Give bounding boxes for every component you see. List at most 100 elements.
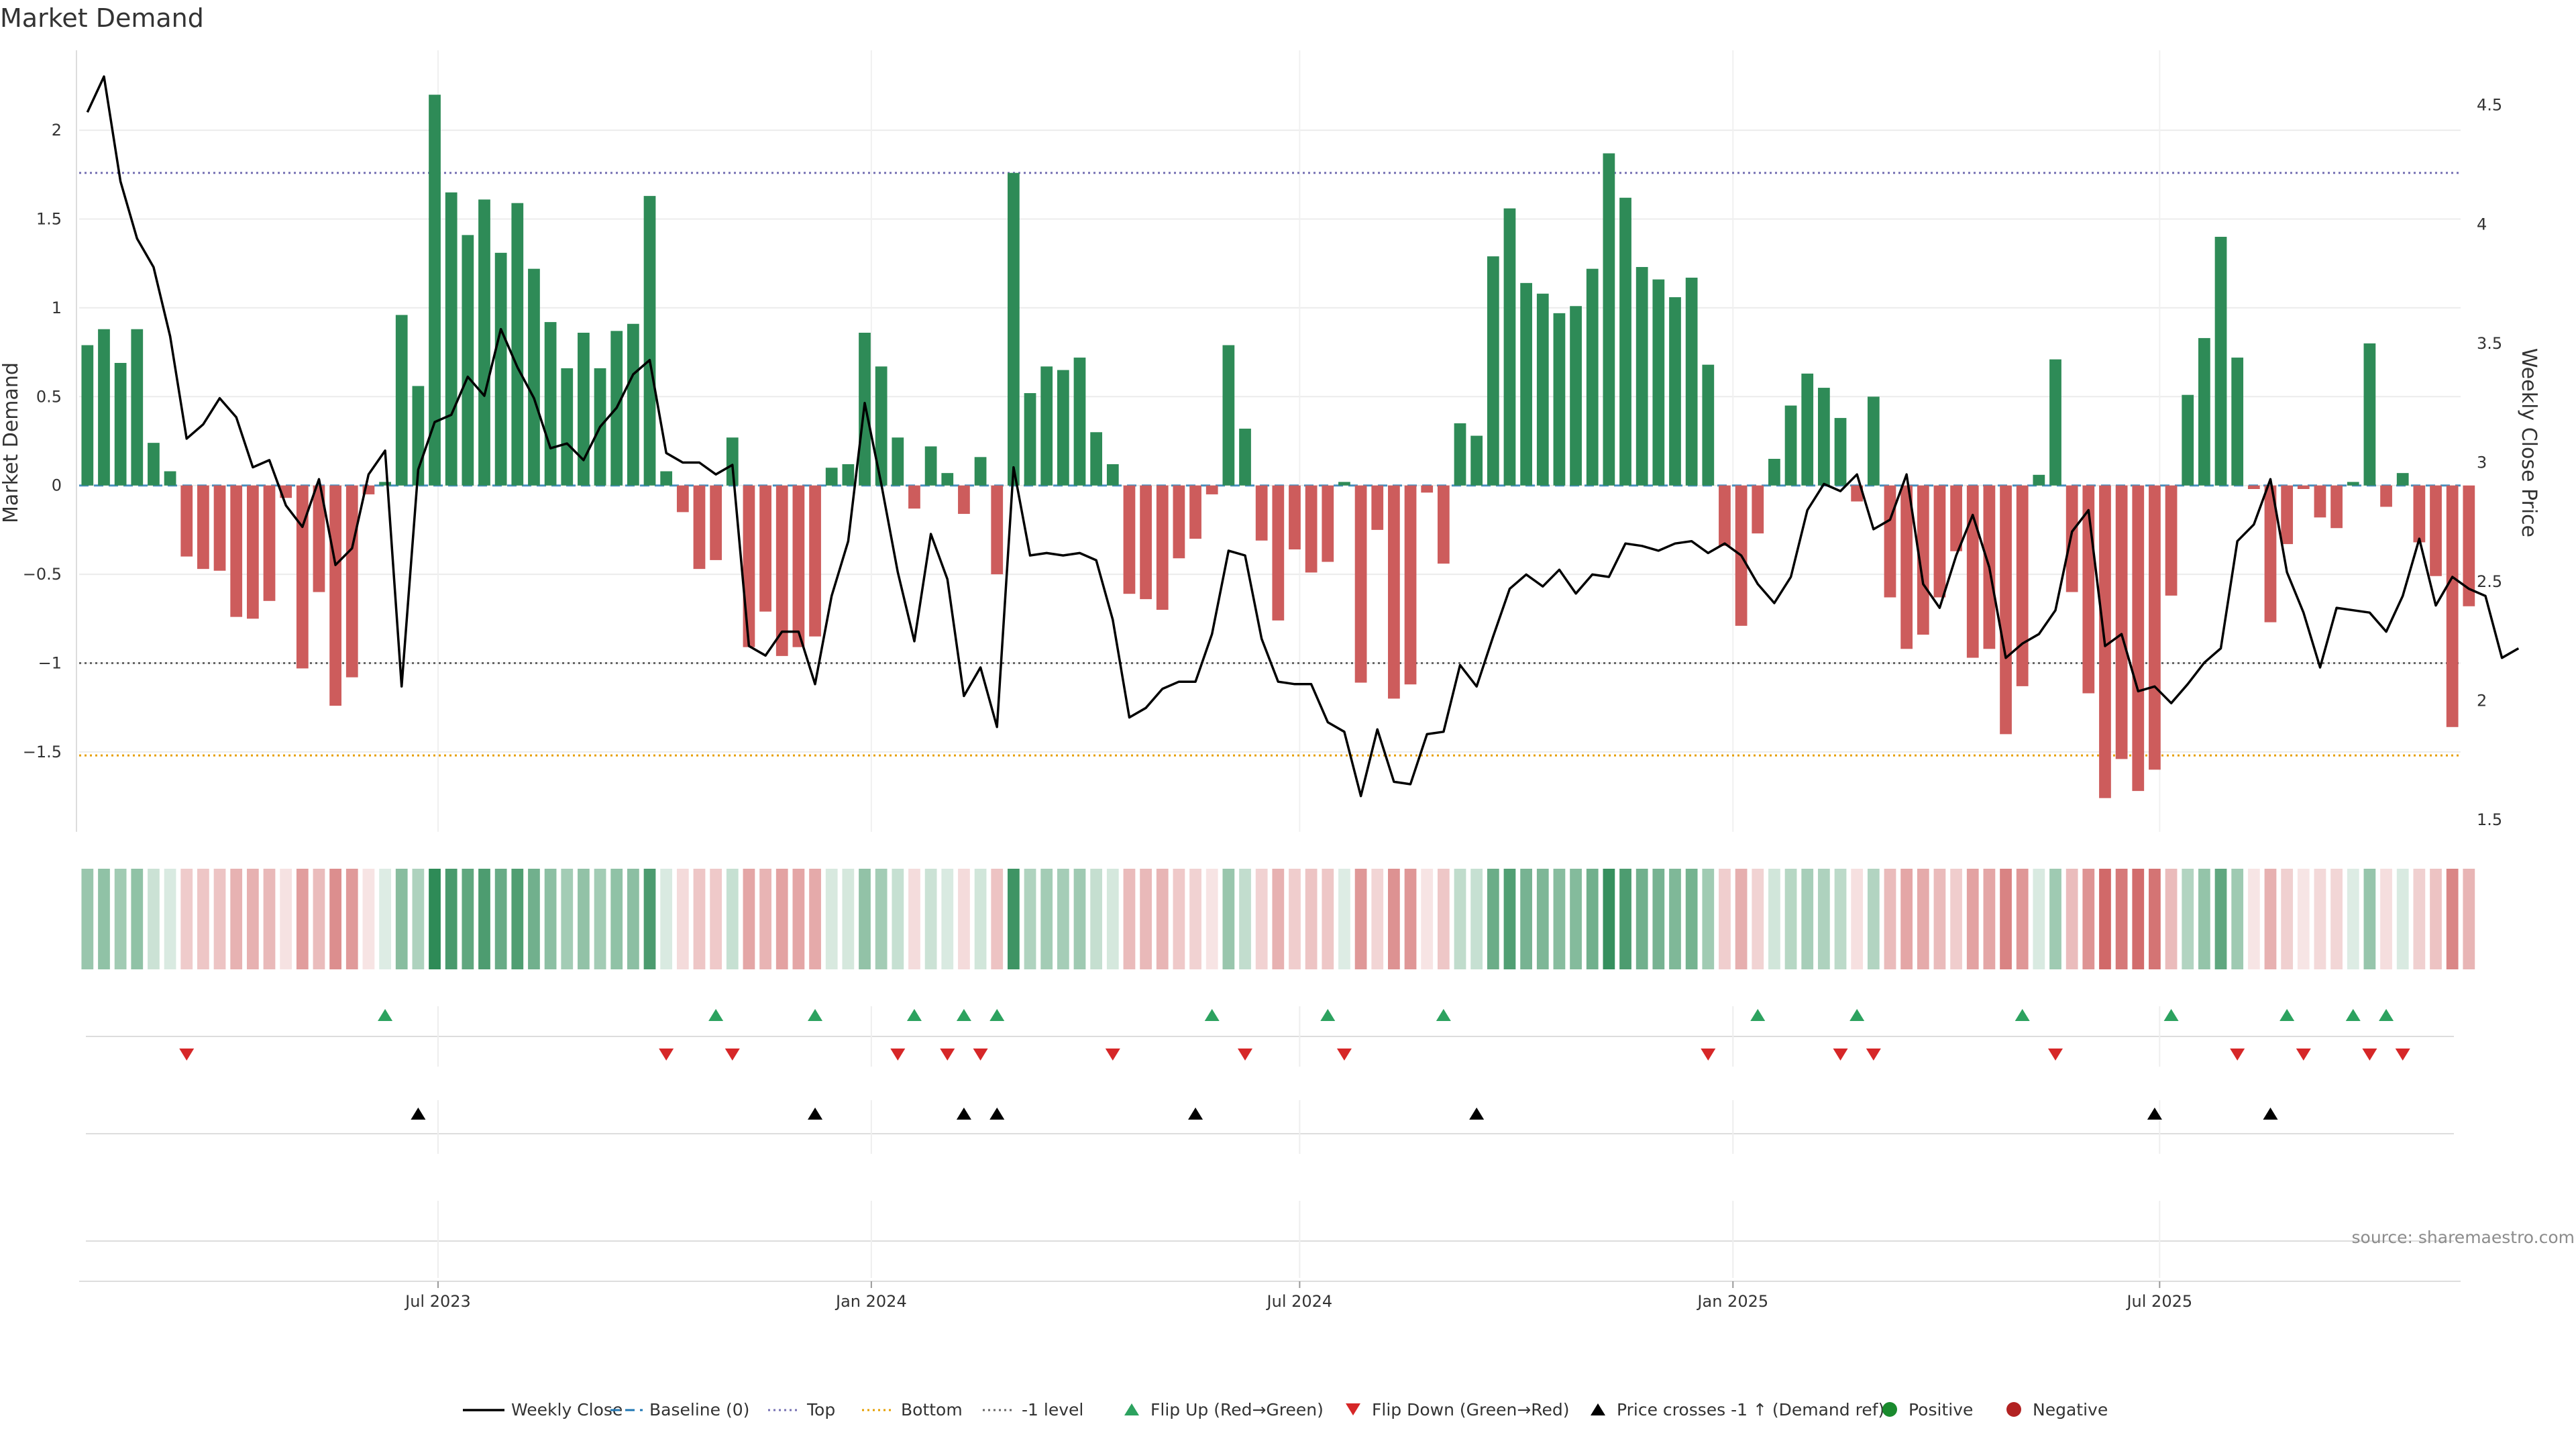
heatstrip-cell bbox=[114, 869, 127, 969]
demand-bar bbox=[1619, 197, 1631, 486]
legend-label: Price crosses -1 ↑ (Demand ref) bbox=[1617, 1400, 1884, 1419]
demand-bar bbox=[2149, 485, 2161, 770]
x-tick-label: Jul 2023 bbox=[404, 1292, 471, 1311]
demand-bar bbox=[2231, 358, 2244, 486]
heatstrip-cell bbox=[643, 869, 656, 969]
heatstrip-cell bbox=[478, 869, 490, 969]
demand-bar bbox=[842, 464, 855, 486]
legend-item: Top bbox=[768, 1400, 835, 1419]
demand-bar bbox=[1090, 432, 1103, 486]
heatstrip-cell bbox=[809, 869, 821, 969]
heatstrip-cell bbox=[1140, 869, 1152, 969]
demand-bar bbox=[2016, 485, 2029, 686]
legend-item: Flip Up (Red→Green) bbox=[1124, 1400, 1324, 1419]
legend-item: Baseline (0) bbox=[610, 1400, 749, 1419]
heatstrip-cell bbox=[1272, 869, 1285, 969]
demand-bar bbox=[494, 252, 507, 486]
demand-bar bbox=[197, 485, 209, 570]
flip-up-marker bbox=[1320, 1009, 1336, 1021]
price-cross-marker bbox=[989, 1108, 1005, 1120]
legend-item: -1 level bbox=[983, 1400, 1083, 1419]
heatstrip-cell bbox=[1752, 869, 1764, 969]
heatstrip-cell bbox=[1884, 869, 1896, 969]
heatstrip-cell bbox=[2231, 869, 2244, 969]
heatstrip-cell bbox=[2182, 869, 2194, 969]
demand-bar bbox=[2182, 394, 2194, 486]
demand-bar bbox=[1073, 358, 1086, 486]
demand-bar bbox=[1950, 485, 1962, 551]
heatstrip-cell bbox=[594, 869, 606, 969]
legend-swatch bbox=[1882, 1402, 1897, 1417]
demand-bar bbox=[511, 203, 524, 486]
heatstrip-cell bbox=[561, 869, 574, 969]
heatstrip-cell bbox=[2380, 869, 2392, 969]
heatstrip-cell bbox=[2330, 869, 2343, 969]
heatstrip-cell bbox=[825, 869, 838, 969]
demand-bar bbox=[2396, 473, 2409, 486]
heatstrip-cell bbox=[2396, 869, 2409, 969]
demand-bar bbox=[1784, 405, 1797, 486]
heatstrip-cell bbox=[578, 869, 590, 969]
demand-bar bbox=[1487, 256, 1499, 486]
demand-bar bbox=[1536, 293, 1549, 486]
demand-bar bbox=[2198, 337, 2210, 486]
price-layer bbox=[86, 75, 2520, 798]
heatstrip-cell bbox=[2430, 869, 2442, 969]
demand-bar bbox=[792, 485, 805, 647]
heatstrip-cell bbox=[1851, 869, 1864, 969]
price-cross-panel bbox=[86, 1100, 2454, 1154]
legend-label: Baseline (0) bbox=[649, 1400, 749, 1419]
flip-down-marker bbox=[179, 1049, 195, 1061]
demand-bar bbox=[875, 366, 888, 486]
heatstrip-cell bbox=[213, 869, 226, 969]
demand-bar bbox=[544, 322, 557, 486]
heatstrip-cell bbox=[892, 869, 904, 969]
legend-swatch bbox=[2006, 1402, 2021, 1417]
price-cross-marker bbox=[1188, 1108, 1203, 1120]
right-axis-title: Weekly Close Price bbox=[2517, 348, 2540, 537]
flip-up-marker bbox=[2345, 1009, 2361, 1021]
heatstrip-cell bbox=[792, 869, 805, 969]
heatstrip-cell bbox=[1173, 869, 1185, 969]
heatstrip-cell bbox=[2247, 869, 2260, 969]
flip-up-marker bbox=[1436, 1009, 1451, 1021]
heatstrip-cell bbox=[842, 869, 855, 969]
heatstrip-cell bbox=[759, 869, 771, 969]
left-tick-label: 1.5 bbox=[36, 210, 62, 229]
heatstrip-cell bbox=[1520, 869, 1532, 969]
demand-bar bbox=[1388, 485, 1400, 699]
demand-bar bbox=[1652, 279, 1665, 486]
heatstrip-cell bbox=[726, 869, 739, 969]
demand-bar bbox=[395, 315, 408, 486]
price-cross-marker bbox=[1469, 1108, 1485, 1120]
legend-swatch bbox=[1591, 1403, 1605, 1415]
demand-bar bbox=[2430, 485, 2442, 576]
heatstrip-cell bbox=[395, 869, 408, 969]
left-tick-label: 2 bbox=[52, 121, 62, 140]
heatstrip-cell bbox=[1338, 869, 1350, 969]
demand-bar bbox=[528, 268, 540, 486]
heatstrip-cell bbox=[2363, 869, 2376, 969]
heatstrip-cell bbox=[2016, 869, 2029, 969]
demand-bar bbox=[2363, 343, 2376, 486]
heatstrip-cell bbox=[1917, 869, 1929, 969]
demand-bar bbox=[1867, 396, 1880, 486]
legend-label: -1 level bbox=[1022, 1400, 1083, 1419]
heatstrip-cell bbox=[528, 869, 540, 969]
x-tick-label: Jul 2025 bbox=[2125, 1292, 2192, 1311]
demand-bar bbox=[1834, 418, 1847, 486]
flip-up-marker bbox=[2379, 1009, 2394, 1021]
demand-bar bbox=[1801, 373, 1814, 486]
demand-bar bbox=[578, 332, 590, 486]
legend-swatch bbox=[1346, 1403, 1360, 1415]
flip-down-marker bbox=[2230, 1049, 2245, 1061]
left-axis: −1.5 −1 −0.5 0 0.5 1 1.5 2 bbox=[23, 50, 77, 832]
demand-heatstrip bbox=[81, 869, 2475, 969]
flip-down-marker bbox=[940, 1049, 955, 1061]
heatstrip-cell bbox=[2314, 869, 2326, 969]
heatstrip-cell bbox=[1106, 869, 1119, 969]
legend-label: Top bbox=[806, 1400, 835, 1419]
demand-bar bbox=[2264, 485, 2277, 623]
left-tick-label: −1 bbox=[38, 653, 62, 672]
heatstrip-cell bbox=[1090, 869, 1103, 969]
